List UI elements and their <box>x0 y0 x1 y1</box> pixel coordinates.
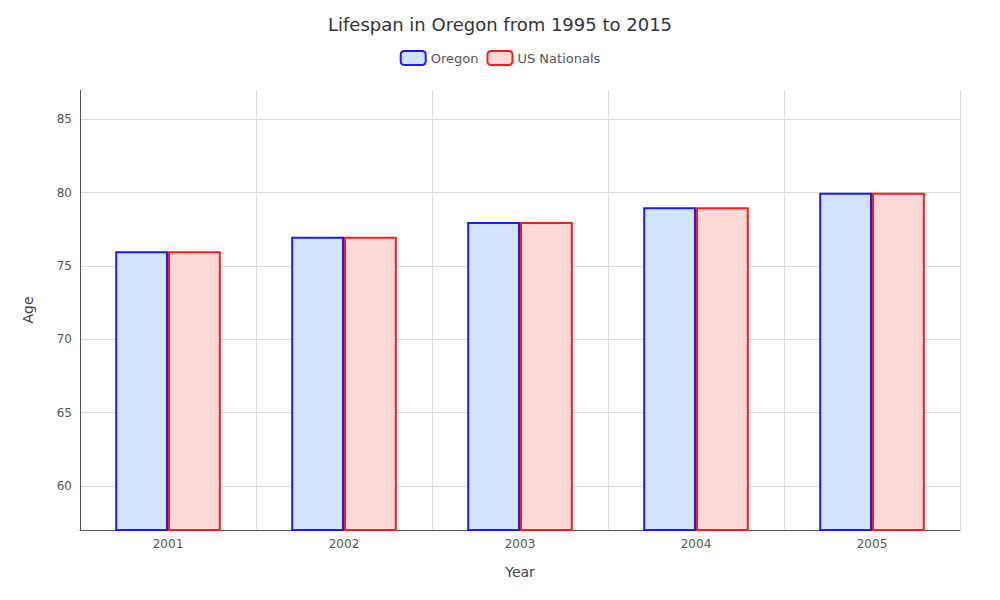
svg-text:60: 60 <box>57 479 72 493</box>
svg-text:2004: 2004 <box>681 537 712 551</box>
svg-text:Oregon: Oregon <box>431 51 479 66</box>
svg-text:70: 70 <box>57 332 72 346</box>
svg-text:Year: Year <box>504 564 535 580</box>
svg-text:Lifespan in Oregon from 1995 t: Lifespan in Oregon from 1995 to 2015 <box>328 14 672 35</box>
svg-text:2003: 2003 <box>505 537 536 551</box>
svg-text:65: 65 <box>57 406 72 420</box>
svg-text:80: 80 <box>57 186 72 200</box>
svg-text:US Nationals: US Nationals <box>517 51 600 66</box>
svg-text:85: 85 <box>57 112 72 126</box>
svg-text:75: 75 <box>57 259 72 273</box>
svg-text:2005: 2005 <box>857 537 888 551</box>
svg-text:Age: Age <box>20 296 36 323</box>
svg-text:2002: 2002 <box>329 537 360 551</box>
svg-text:2001: 2001 <box>153 537 184 551</box>
